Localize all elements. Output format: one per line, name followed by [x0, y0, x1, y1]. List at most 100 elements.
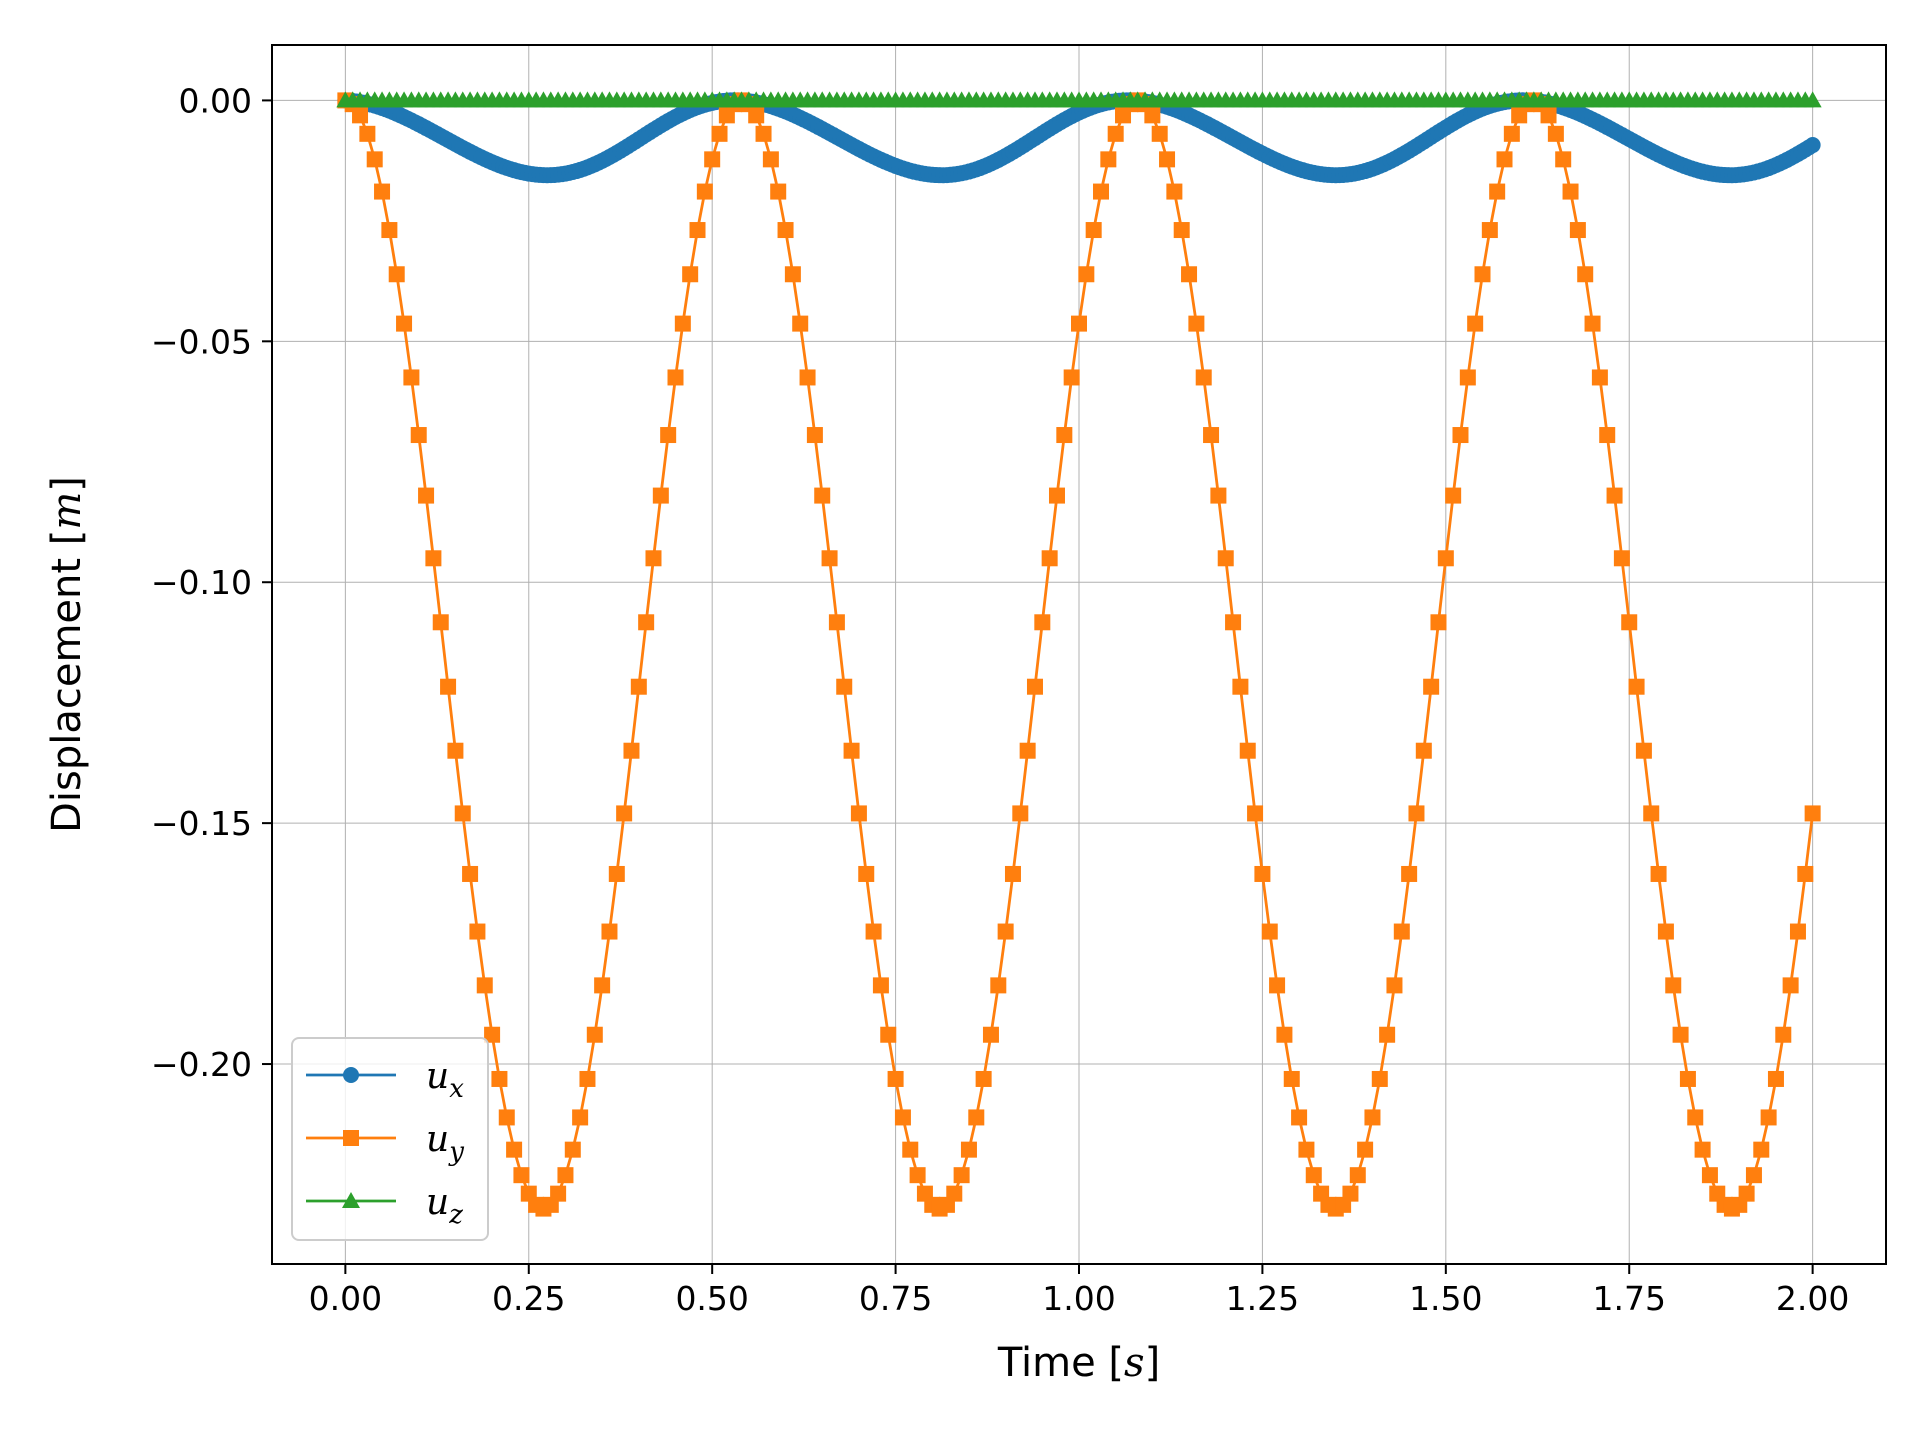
point-uy [1093, 183, 1110, 200]
point-uy [982, 1026, 999, 1043]
point-uy [1012, 805, 1029, 822]
legend: ux uy uz [291, 1037, 489, 1241]
point-uy [1562, 183, 1579, 200]
point-uy [1672, 1026, 1689, 1043]
legend-marker-uz [342, 1192, 360, 1208]
x-tick-label: 1.75 [1592, 1279, 1665, 1318]
point-uy [1364, 1109, 1381, 1126]
point-uy [1034, 614, 1051, 631]
point-uy [1151, 125, 1168, 142]
point-uy [1181, 266, 1198, 283]
point-uy [476, 977, 493, 994]
y-tick-label: −0.20 [151, 1045, 252, 1084]
point-uy [1393, 923, 1410, 940]
point-uy [586, 1026, 603, 1043]
point-uy [1203, 427, 1220, 444]
point-uy [946, 1185, 963, 1202]
point-uy [1577, 266, 1594, 283]
point-uy [440, 678, 457, 695]
point-uy [1298, 1141, 1315, 1158]
point-uy [1628, 678, 1645, 695]
point-uy [1584, 315, 1601, 332]
point-uy [579, 1070, 596, 1087]
point-uy [366, 151, 383, 168]
point-uy [1474, 266, 1491, 283]
y-tick-label: −0.15 [151, 804, 252, 843]
point-uy [1283, 1070, 1300, 1087]
point-uy [1738, 1185, 1755, 1202]
series-uz [336, 91, 1822, 108]
point-uy [1210, 487, 1227, 504]
point-uy [1342, 1185, 1359, 1202]
point-uy [674, 315, 691, 332]
point-uy [388, 266, 405, 283]
x-tick-label: 0.00 [309, 1279, 382, 1318]
point-uy [872, 977, 889, 994]
point-uy [630, 678, 647, 695]
point-uy [410, 427, 427, 444]
point-uy [1063, 369, 1080, 386]
point-uy [1753, 1141, 1770, 1158]
point-uy [770, 183, 787, 200]
point-uy [616, 805, 633, 822]
point-uy [843, 742, 860, 759]
point-uy [623, 742, 640, 759]
point-uy [381, 222, 398, 239]
point-uy [1445, 487, 1462, 504]
point-uy [1657, 923, 1674, 940]
point-uy [1261, 923, 1278, 940]
point-uy [1144, 107, 1161, 124]
point-uy [1004, 865, 1021, 882]
point-uy [953, 1167, 970, 1184]
point-uy [1276, 1026, 1293, 1043]
point-uy [1269, 977, 1286, 994]
point-uy [359, 125, 376, 142]
point-uy [660, 427, 677, 444]
point-uy [1797, 865, 1814, 882]
point-uy [667, 369, 684, 386]
point-uy [1540, 107, 1557, 124]
point-uy [1489, 183, 1506, 200]
point-uy [572, 1109, 589, 1126]
point-uy [1650, 865, 1667, 882]
legend-marker-ux [343, 1067, 359, 1083]
point-uy [1606, 487, 1623, 504]
point-uy [1159, 151, 1176, 168]
point-uy [1071, 315, 1087, 332]
point-uy [557, 1167, 574, 1184]
point-uy [1555, 151, 1572, 168]
point-uy [1247, 805, 1264, 822]
point-uy [418, 487, 435, 504]
point-uy [1745, 1167, 1762, 1184]
point-uy [960, 1141, 977, 1158]
point-uy [608, 865, 625, 882]
point-uy [755, 125, 772, 142]
point-uy [652, 487, 669, 504]
axis-ticks: 0.00 0.25 0.50 0.75 1.00 1.25 1.50 1.75 2.00 0.00… [151, 81, 1850, 1318]
point-uy [506, 1141, 523, 1158]
point-uy [1371, 1070, 1388, 1087]
point-uy [1789, 923, 1806, 940]
point-uy [1166, 183, 1183, 200]
point-uy [425, 550, 442, 567]
point-uy [498, 1109, 515, 1126]
point-uy [858, 865, 875, 882]
point-uy [1467, 315, 1484, 332]
point-uy [1635, 742, 1652, 759]
series-layer [336, 91, 1822, 1217]
point-uy [806, 427, 823, 444]
point-uy [1254, 865, 1271, 882]
point-uy [1679, 1070, 1696, 1087]
series-uy [337, 92, 1821, 1217]
point-uy [403, 369, 420, 386]
point-uy [1767, 1070, 1784, 1087]
y-axis-label: Displacement [m] [44, 476, 90, 833]
point-uy [1547, 125, 1564, 142]
point-uy [1643, 805, 1660, 822]
point-uy [454, 805, 471, 822]
point-uy [374, 183, 391, 200]
point-uy [784, 266, 801, 283]
point-uy [1107, 125, 1124, 142]
